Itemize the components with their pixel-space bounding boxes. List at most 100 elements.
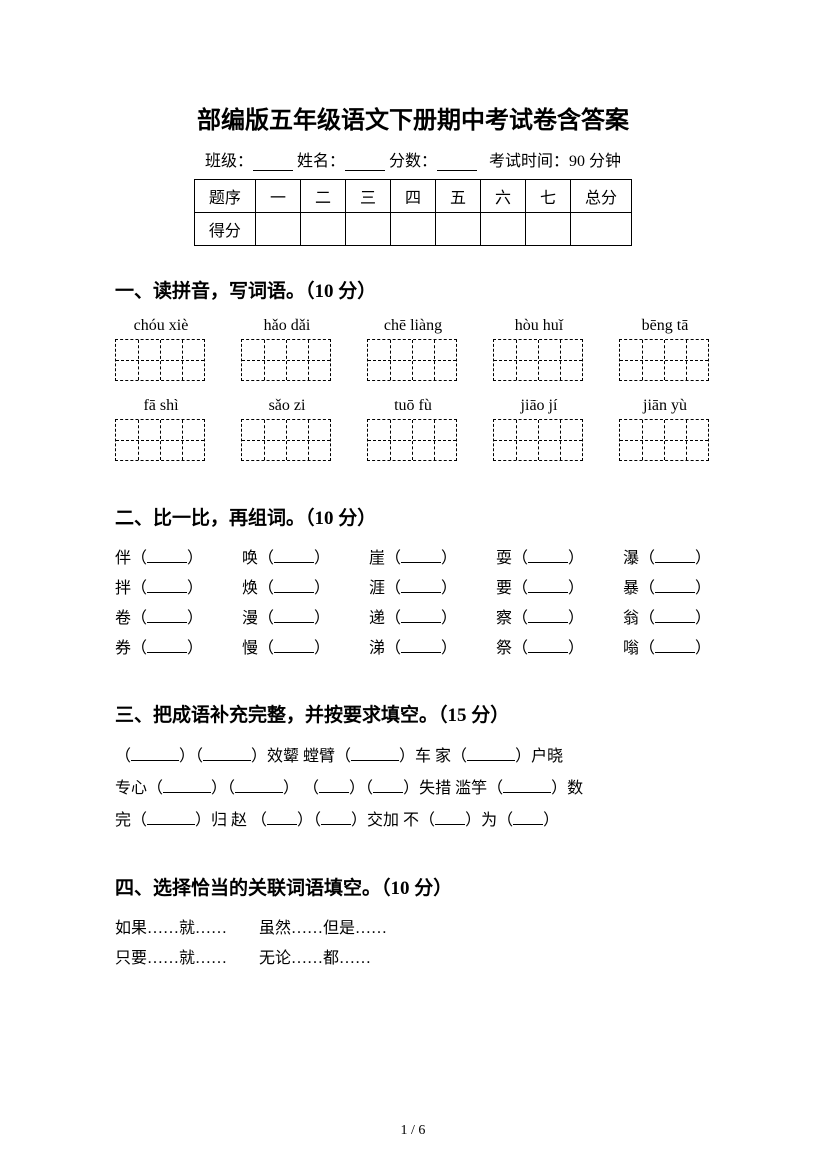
word-blank[interactable] [147,548,187,563]
word-blank[interactable] [401,638,441,653]
idiom-blank[interactable] [373,778,403,793]
idiom-blank[interactable] [203,746,251,761]
word-blank[interactable] [274,638,314,653]
idiom-blank[interactable] [321,810,351,825]
word-blank[interactable] [147,638,187,653]
compare-item: 涕（） [369,634,457,664]
score-blank[interactable] [437,154,477,171]
idiom-blank[interactable] [163,778,211,793]
pinyin-item: hǎo dǎi [241,317,333,335]
word-blank[interactable] [528,608,568,623]
name-blank[interactable] [345,154,385,171]
compare-item: 伴（） [115,544,203,574]
section2-title: 二、比一比，再组词。（10 分） [115,503,711,530]
score-col: 七 [526,180,571,213]
idiom-blank[interactable] [131,746,179,761]
word-blank[interactable] [274,548,314,563]
name-label: 姓名： [297,153,345,170]
pinyin-item: chē liàng [367,317,459,335]
score-col: 六 [481,180,526,213]
pinyin-item: fā shì [115,397,207,415]
page-number: 1 / 6 [0,1123,826,1139]
word-blank[interactable] [401,548,441,563]
char-box[interactable] [115,419,207,459]
compare-item: 焕（） [242,574,330,604]
word-blank[interactable] [528,638,568,653]
compare-item: 要（） [496,574,584,604]
word-blank[interactable] [401,578,441,593]
word-blank[interactable] [655,638,695,653]
word-blank[interactable] [274,608,314,623]
char-box-row [115,419,711,459]
word-blank[interactable] [401,608,441,623]
idiom-line: 完（）归 赵 （）（）交加 不（）为（） [115,805,711,837]
word-blank[interactable] [528,548,568,563]
word-blank[interactable] [147,578,187,593]
char-box[interactable] [241,419,333,459]
score-col: 一 [255,180,300,213]
compare-item: 察（） [496,604,584,634]
compare-item: 嗡（） [623,634,711,664]
compare-item: 唤（） [242,544,330,574]
class-blank[interactable] [253,154,293,171]
idiom-blank[interactable] [351,746,399,761]
idiom-blank[interactable] [235,778,283,793]
idiom-blank[interactable] [435,810,465,825]
idiom-blank[interactable] [319,778,349,793]
idiom-blank[interactable] [147,810,195,825]
idiom-blank[interactable] [503,778,551,793]
conjunction-option: 虽然……但是…… [259,920,387,937]
pinyin-row: chóu xiè hǎo dǎi chē liàng hòu huǐ bēng … [115,317,711,335]
compare-item: 翁（） [623,604,711,634]
score-cell[interactable] [481,213,526,246]
score-cell[interactable] [436,213,481,246]
score-row-label: 得分 [194,213,255,246]
score-cell[interactable] [300,213,345,246]
compare-item: 瀑（） [623,544,711,574]
score-cell[interactable] [526,213,571,246]
exam-info: 班级： 姓名： 分数： 考试时间：90 分钟 [115,147,711,171]
char-box[interactable] [367,339,459,379]
compare-item: 卷（） [115,604,203,634]
pinyin-item: jiān yù [619,397,711,415]
pinyin-item: hòu huǐ [493,317,585,335]
score-cell[interactable] [390,213,435,246]
char-box[interactable] [619,339,711,379]
word-blank[interactable] [655,548,695,563]
word-blank[interactable] [655,608,695,623]
conjunction-option: 无论……都…… [259,950,371,967]
word-blank[interactable] [655,578,695,593]
score-col: 二 [300,180,345,213]
compare-item: 慢（） [242,634,330,664]
score-cell[interactable] [571,213,632,246]
pinyin-item: jiāo jí [493,397,585,415]
idiom-line: （）（）效颦 螳臂（）车 家（）户晓 [115,741,711,773]
word-blank[interactable] [147,608,187,623]
exam-time: 考试时间：90 分钟 [489,153,621,170]
idiom-blank[interactable] [267,810,297,825]
char-box[interactable] [493,339,585,379]
char-box[interactable] [619,419,711,459]
score-cell[interactable] [255,213,300,246]
section4-title: 四、选择恰当的关联词语填空。（10 分） [115,873,711,900]
char-box[interactable] [241,339,333,379]
compare-block: 伴（） 唤（） 崖（） 耍（） 瀑（） 拌（） 焕（） 涯（） 要（） 暴（） … [115,544,711,664]
char-box[interactable] [367,419,459,459]
idiom-blank[interactable] [513,810,543,825]
char-box[interactable] [493,419,585,459]
compare-item: 递（） [369,604,457,634]
score-col: 总分 [571,180,632,213]
pinyin-row: fā shì sǎo zi tuō fù jiāo jí jiān yù [115,397,711,415]
word-blank[interactable] [528,578,568,593]
compare-item: 漫（） [242,604,330,634]
char-box-row [115,339,711,379]
score-cell[interactable] [345,213,390,246]
char-box[interactable] [115,339,207,379]
section1-title: 一、读拼音，写词语。（10 分） [115,276,711,303]
idiom-blank[interactable] [467,746,515,761]
score-col: 五 [436,180,481,213]
score-table: 题序 一 二 三 四 五 六 七 总分 得分 [194,179,632,246]
conjunction-line: 只要……就…… 无论……都…… [115,944,711,974]
pinyin-item: bēng tā [619,317,711,335]
word-blank[interactable] [274,578,314,593]
